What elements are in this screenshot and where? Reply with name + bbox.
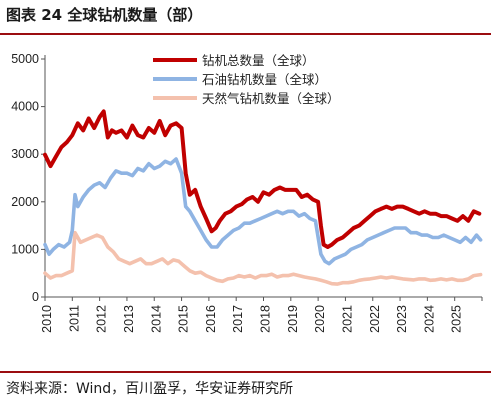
x-tick-label: 2023 [395,305,409,333]
legend-label-1: 石油钻机数量（全球） [202,72,327,87]
y-tick-label: 3000 [11,147,39,161]
x-tick-label: 2021 [340,305,354,333]
x-tick-label: 2018 [259,305,273,333]
series-line-0 [43,109,482,249]
x-tick-label: 2020 [313,305,327,333]
x-tick-label: 2024 [422,305,436,333]
x-tick-label: 2022 [368,305,382,333]
chart-title: 图表 24 全球钻机数量（部） [6,6,203,24]
x-tick-label: 2012 [95,305,109,333]
x-tick-label: 2010 [40,305,54,333]
y-tick-label: 4000 [11,100,39,114]
y-tick-label: 1000 [11,242,39,256]
chart-series [43,109,483,286]
y-tick-label: 0 [32,290,39,304]
series-line-2 [43,230,483,286]
header-rule [0,33,491,35]
x-tick-label: 2019 [286,305,300,333]
x-tick-label: 2025 [450,305,464,333]
legend-label-2: 天然气钻机数量（全球） [202,91,340,106]
x-tick-label: 2015 [177,305,191,333]
source-note: 资料来源：Wind，百川盈孚，华安证券研究所 [6,381,294,397]
x-tick-label: 2014 [149,305,163,333]
y-tick-label: 2000 [11,195,39,209]
chart-legend: 钻机总数量（全球） 石油钻机数量（全球） 天然气钻机数量（全球） [153,53,340,106]
legend-label-0: 钻机总数量（全球） [202,53,315,68]
x-tick-label: 2013 [122,305,136,333]
footer-rule [0,371,491,373]
chart-axes: 0 1000 2000 3000 4000 5000 2010 2011 2012 2013 201… [11,52,483,333]
series-line-1 [43,157,483,266]
x-tick-label: 2011 [67,305,81,332]
x-tick-label: 2017 [231,305,245,333]
x-tick-label: 2016 [204,305,218,333]
line-chart: 0 1000 2000 3000 4000 5000 2010 2011 2012 2013 201… [11,52,483,333]
y-tick-label: 5000 [11,52,39,66]
